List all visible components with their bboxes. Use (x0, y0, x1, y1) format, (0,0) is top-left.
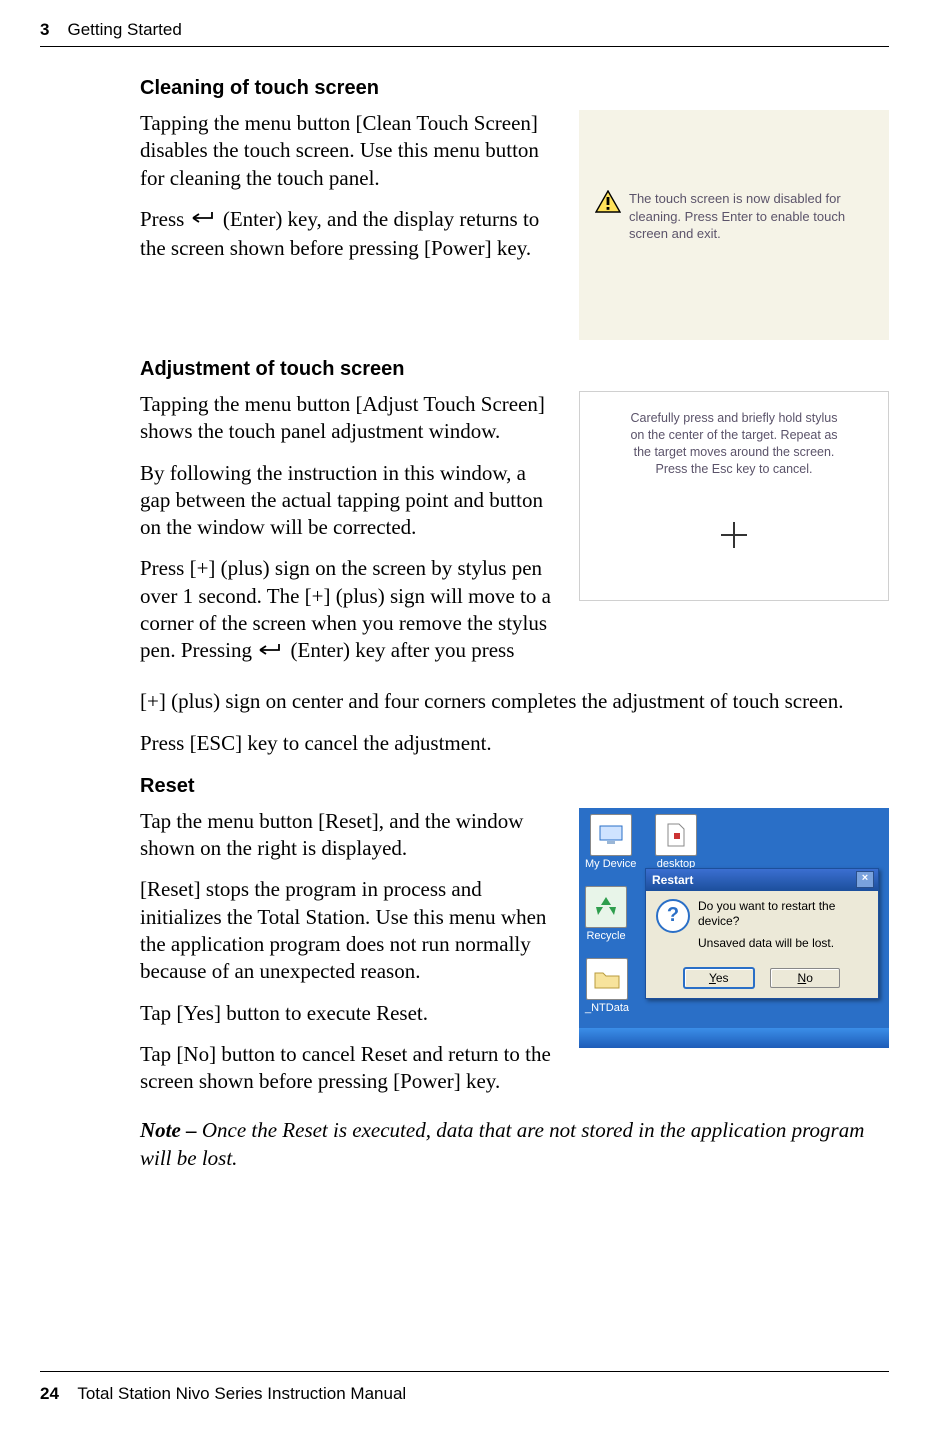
dialog-title-text: Restart (652, 873, 693, 887)
taskbar[interactable] (579, 1028, 889, 1048)
page-number: 24 (40, 1384, 59, 1403)
page-header: 3 Getting Started (40, 20, 889, 40)
figure-adjust-screen: Carefully press and briefly hold stylus … (579, 391, 889, 601)
section2-p3c: [+] (plus) sign on center and four corne… (140, 688, 889, 715)
page-footer: 24 Total Station Nivo Series Instruction… (40, 1384, 406, 1404)
recycle-icon (585, 886, 627, 928)
file-icon (655, 814, 697, 856)
figure-clean-text: The touch screen is now disabled for cle… (629, 190, 873, 243)
section2-p3: Press [+] (plus) sign on the screen by s… (140, 555, 559, 666)
header-rule (40, 46, 889, 47)
section3-p4: Tap [No] button to cancel Reset and retu… (140, 1041, 559, 1096)
section-title-cleaning: Cleaning of touch screen (140, 77, 889, 100)
no-button[interactable]: No (770, 968, 840, 988)
section2-text: Tapping the menu button [Adjust Touch Sc… (140, 391, 559, 680)
dialog-titlebar: Restart × (646, 869, 878, 891)
chapter-number: 3 (40, 20, 49, 40)
yes-button[interactable]: Yes (684, 968, 754, 988)
question-icon: ? (656, 899, 690, 933)
crosshair-icon (721, 522, 747, 553)
desktop-icon-mydevice[interactable]: My Device (585, 814, 636, 870)
book-title: Total Station Nivo Series Instruction Ma… (77, 1384, 406, 1403)
section-title-reset: Reset (140, 775, 889, 798)
section2-p4: Press [ESC] key to cancel the adjustment… (140, 730, 889, 757)
figure-adjust-text: Carefully press and briefly hold stylus … (596, 410, 872, 478)
desktop-icon-ntdata[interactable]: _NTData (585, 958, 629, 1014)
folder-icon (586, 958, 628, 1000)
section1-p1: Tapping the menu button [Clean Touch Scr… (140, 110, 559, 192)
chapter-title: Getting Started (67, 20, 181, 40)
section1-row: Tapping the menu button [Clean Touch Scr… (140, 110, 889, 340)
content-area: Cleaning of touch screen Tapping the men… (140, 77, 889, 1172)
dialog-message: Do you want to restart the device? Unsav… (698, 899, 868, 958)
section3-row: Tap the menu button [Reset], and the win… (140, 808, 889, 1110)
restart-dialog: Restart × ? Do you want to restart the d… (645, 868, 879, 999)
section1-p2: Press (Enter) key, and the display retur… (140, 206, 559, 262)
page: 3 Getting Started Cleaning of touch scre… (0, 0, 929, 1430)
computer-icon (590, 814, 632, 856)
section2-row: Tapping the menu button [Adjust Touch Sc… (140, 391, 889, 680)
enter-key-icon (190, 205, 218, 232)
section3-text: Tap the menu button [Reset], and the win… (140, 808, 559, 1110)
warning-icon (595, 190, 621, 219)
section2-p2: By following the instruction in this win… (140, 460, 559, 542)
section3-p1: Tap the menu button [Reset], and the win… (140, 808, 559, 863)
footer-rule (40, 1371, 889, 1372)
reset-note: Note – Once the Reset is executed, data … (140, 1117, 889, 1172)
figure-clean-screen: The touch screen is now disabled for cle… (579, 110, 889, 340)
dialog-buttons: Yes No (646, 968, 878, 998)
dialog-close-button[interactable]: × (856, 871, 874, 888)
desktop-icon-desktop[interactable]: desktop (655, 814, 697, 870)
section-title-adjustment: Adjustment of touch screen (140, 358, 889, 381)
section1-text: Tapping the menu button [Clean Touch Scr… (140, 110, 559, 276)
figure-reset-screen: My Device desktop Recycle (579, 808, 889, 1048)
section3-p2: [Reset] stops the program in process and… (140, 876, 559, 985)
dialog-body: ? Do you want to restart the device? Uns… (646, 891, 878, 968)
section3-p3: Tap [Yes] button to execute Reset. (140, 1000, 559, 1027)
section2-p1: Tapping the menu button [Adjust Touch Sc… (140, 391, 559, 446)
enter-key-icon (257, 637, 285, 664)
desktop-icon-recycle[interactable]: Recycle (585, 886, 627, 942)
